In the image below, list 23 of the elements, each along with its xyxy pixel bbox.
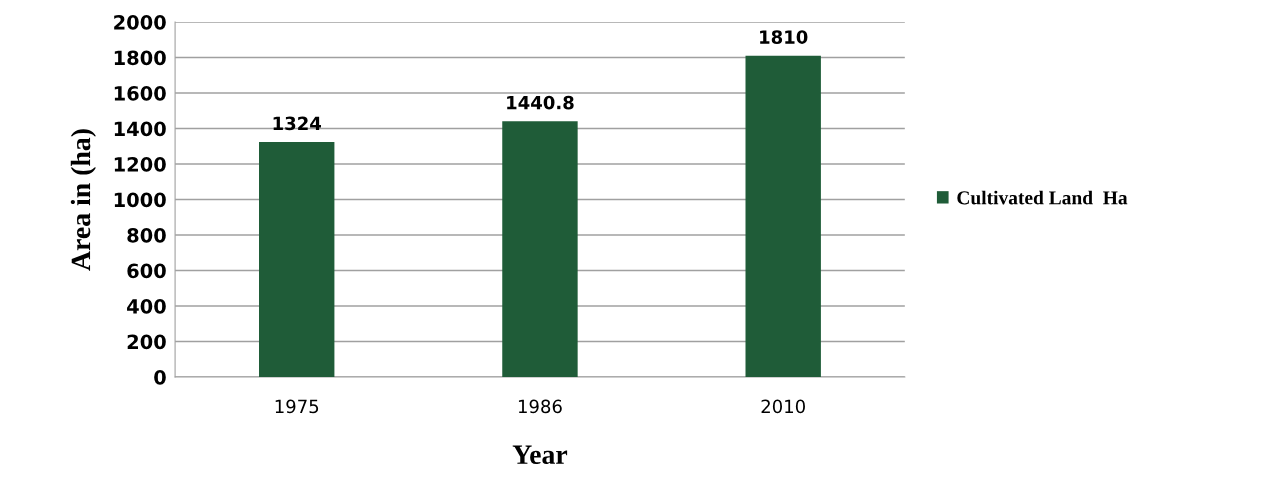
bar (502, 121, 578, 378)
data-label: 1324 (273, 116, 322, 131)
bar (259, 142, 335, 378)
data-label: 1810 (760, 30, 808, 44)
y-tick-label: 400 (127, 298, 166, 314)
x-axis-title: Year (512, 445, 568, 465)
y-tick-label: 600 (127, 263, 166, 279)
y-tick-label: 0 (154, 369, 166, 385)
y-tick-label: 800 (127, 227, 166, 243)
y-tick-label: 1800 (114, 50, 166, 66)
y-tick-label: 1000 (114, 192, 166, 208)
x-tick-label: 1986 (518, 399, 562, 414)
y-tick-label: 1400 (114, 121, 166, 137)
y-tick-label: 2000 (114, 14, 166, 30)
y-axis-title: Area in (ha) (70, 129, 96, 271)
y-tick-label: 1600 (114, 85, 166, 101)
data-label: 1440.8 (507, 95, 574, 110)
x-tick-label: 1975 (275, 399, 319, 414)
legend-label: Cultivated Land Ha (957, 190, 1128, 205)
bar (745, 55, 821, 378)
y-tick-label: 200 (127, 334, 166, 350)
x-tick-label: 2010 (761, 399, 805, 414)
y-tick-label: 1200 (114, 156, 166, 172)
